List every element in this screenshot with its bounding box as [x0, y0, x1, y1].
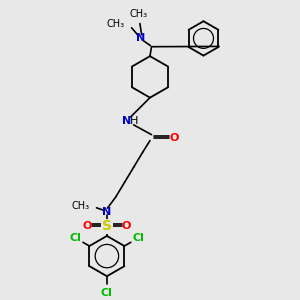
Text: CH₃: CH₃	[107, 19, 125, 29]
Text: O: O	[169, 133, 178, 142]
Text: CH₃: CH₃	[129, 10, 147, 20]
Text: Cl: Cl	[101, 287, 113, 298]
Text: N: N	[102, 207, 112, 217]
Text: N: N	[136, 33, 146, 43]
Text: O: O	[83, 221, 92, 232]
Text: H: H	[130, 116, 138, 126]
Text: N: N	[122, 116, 132, 126]
Text: Cl: Cl	[69, 233, 81, 243]
Text: O: O	[122, 221, 131, 232]
Text: CH₃: CH₃	[72, 201, 90, 211]
Text: S: S	[102, 220, 112, 233]
Text: Cl: Cl	[133, 233, 145, 243]
